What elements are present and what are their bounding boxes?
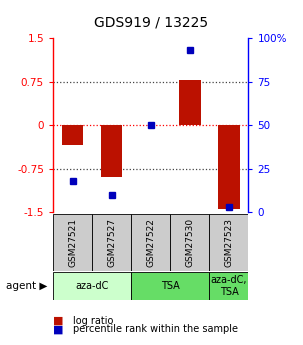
Text: agent ▶: agent ▶ <box>6 281 48 291</box>
Bar <box>179 80 201 125</box>
Text: ■: ■ <box>53 325 64 334</box>
Bar <box>92 214 131 271</box>
Bar <box>131 272 209 300</box>
Bar <box>131 214 170 271</box>
Text: GSM27523: GSM27523 <box>225 218 233 267</box>
Bar <box>101 125 122 177</box>
Bar <box>53 214 92 271</box>
Text: GDS919 / 13225: GDS919 / 13225 <box>95 16 208 30</box>
Text: GSM27521: GSM27521 <box>68 218 77 267</box>
Text: percentile rank within the sample: percentile rank within the sample <box>73 325 238 334</box>
Bar <box>53 272 131 300</box>
Text: ■: ■ <box>53 316 64 326</box>
Text: GSM27527: GSM27527 <box>107 218 116 267</box>
Text: GSM27522: GSM27522 <box>146 218 155 267</box>
Text: TSA: TSA <box>161 281 180 291</box>
Bar <box>170 214 209 271</box>
Bar <box>209 272 248 300</box>
Bar <box>62 125 83 145</box>
Bar <box>218 125 240 209</box>
Text: log ratio: log ratio <box>73 316 113 326</box>
Text: GSM27530: GSM27530 <box>185 218 194 267</box>
Text: aza-dC: aza-dC <box>75 281 109 291</box>
Bar <box>209 214 248 271</box>
Text: aza-dC,
TSA: aza-dC, TSA <box>211 275 247 297</box>
